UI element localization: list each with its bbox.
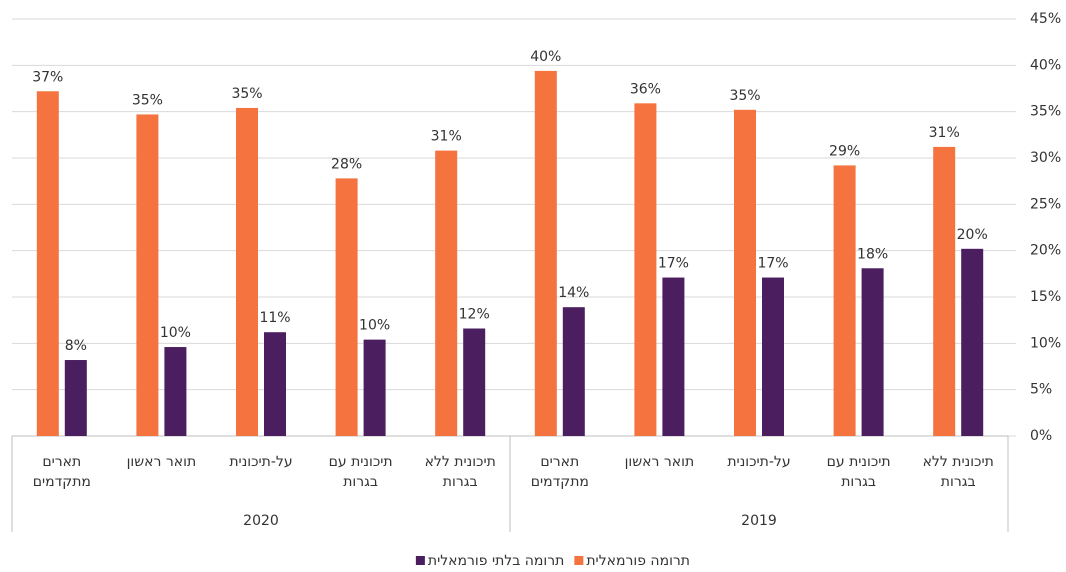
bar (833, 165, 856, 436)
bar (562, 307, 585, 436)
x-tick-label: תארים מתקדמים (530, 454, 589, 490)
data-label: 17% (757, 256, 788, 272)
data-label: 31% (431, 129, 462, 145)
bar (236, 107, 258, 437)
data-label: 28% (331, 156, 362, 172)
x-tick-label: תואר ראשון (126, 454, 197, 470)
bar (264, 332, 286, 436)
x-tick-label: תיכונית עם בגרות (328, 454, 393, 490)
data-label: 20% (957, 227, 988, 243)
data-label: 10% (160, 325, 191, 341)
data-label: 8% (65, 338, 87, 354)
x-tick-label: תיכונית עם בגרות (826, 454, 891, 490)
data-label: 12% (459, 307, 490, 323)
x-tick-label: על-תיכונית (727, 454, 791, 470)
data-label: 11% (259, 310, 290, 326)
data-label: 35% (132, 92, 163, 108)
x-tick-label: תיכונית ללא בגרות (922, 454, 994, 490)
data-label: 35% (231, 86, 262, 102)
y-tick-label: 35% (1030, 104, 1061, 120)
data-label: 14% (558, 285, 589, 301)
data-label: 40% (530, 49, 561, 65)
bar (463, 328, 486, 436)
y-tick-label: 45% (1030, 11, 1061, 27)
group-label: 2019 (741, 513, 777, 529)
data-label: 10% (359, 318, 390, 334)
data-label: 29% (829, 143, 860, 159)
bar (961, 248, 984, 436)
data-label: 31% (929, 125, 960, 141)
bar (64, 360, 87, 436)
bar (762, 277, 784, 436)
bar (634, 103, 657, 437)
legend-swatch (415, 556, 425, 565)
legend-label: תרומה פורמאלית (586, 553, 690, 569)
bar (662, 277, 685, 436)
bar (335, 178, 358, 437)
y-tick-label: 25% (1030, 196, 1061, 212)
y-tick-label: 40% (1030, 57, 1061, 73)
data-label: 35% (729, 88, 760, 104)
data-label: 17% (658, 256, 689, 272)
group-label: 2020 (243, 513, 279, 529)
data-label: 37% (32, 69, 63, 85)
legend-label: תרומה בלתי פורמאלית (428, 553, 564, 569)
x-tick-label: תיכונית ללא בגרות (424, 454, 496, 490)
data-label: 18% (857, 246, 888, 262)
legend-swatch (574, 556, 584, 565)
bar (534, 70, 557, 436)
bar (734, 109, 756, 437)
bar (861, 268, 884, 436)
y-tick-label: 10% (1030, 335, 1061, 351)
bar (363, 339, 386, 436)
y-tick-label: 20% (1030, 243, 1061, 259)
data-label: 36% (630, 81, 661, 97)
y-tick-label: 30% (1030, 150, 1061, 166)
y-tick-label: 0% (1030, 428, 1052, 444)
bar (435, 150, 458, 436)
bar (136, 114, 159, 437)
y-tick-label: 5% (1030, 382, 1052, 398)
x-tick-label: תואר ראשון (624, 454, 695, 470)
bar (164, 347, 187, 436)
x-tick-label: תארים מתקדמים (32, 454, 91, 490)
y-tick-label: 15% (1030, 289, 1061, 305)
bar (933, 146, 956, 436)
bar (36, 91, 59, 436)
x-tick-label: על-תיכונית (229, 454, 293, 470)
